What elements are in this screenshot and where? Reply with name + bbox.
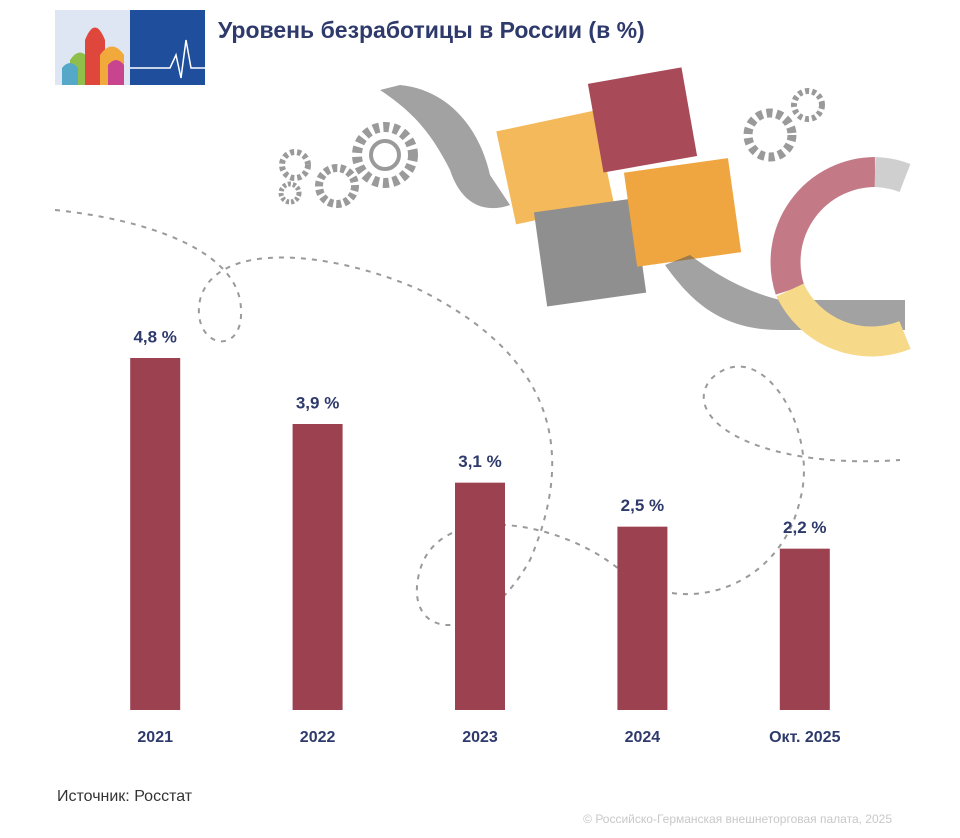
source: Источник: Росстат bbox=[57, 788, 193, 805]
x-tick-label: 2021 bbox=[137, 729, 173, 746]
bar bbox=[292, 424, 343, 710]
value-label: 3,9 % bbox=[296, 393, 339, 412]
bar bbox=[455, 482, 505, 710]
bar bbox=[617, 526, 668, 710]
decoration bbox=[54, 67, 911, 626]
value-label: 3,1 % bbox=[458, 452, 501, 471]
logo bbox=[55, 10, 205, 85]
x-tick-label: 2022 bbox=[300, 729, 336, 746]
value-label: 4,8 % bbox=[133, 327, 176, 346]
copyright: © Российско-Германская внешнеторговая па… bbox=[583, 812, 892, 826]
x-tick-label: Окт. 2025 bbox=[769, 729, 840, 746]
bar bbox=[130, 358, 181, 710]
x-tick-label: 2024 bbox=[625, 729, 661, 746]
x-tick-label: 2023 bbox=[462, 729, 498, 746]
value-label: 2,2 % bbox=[783, 518, 826, 537]
bar bbox=[779, 548, 830, 710]
value-label: 2,5 % bbox=[621, 496, 664, 515]
chart-title: Уровень безработицы в России (в %) bbox=[218, 17, 645, 43]
